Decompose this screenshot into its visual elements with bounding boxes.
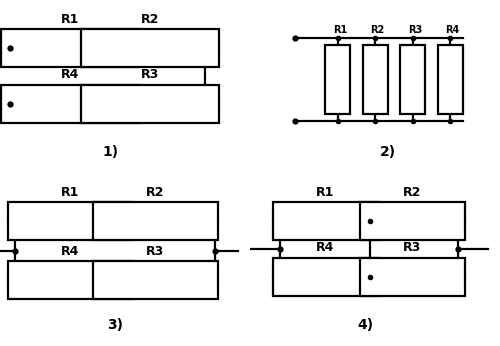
Bar	[81, 29, 219, 67]
Text: R1: R1	[333, 25, 347, 35]
Text: R3: R3	[146, 245, 164, 258]
Bar	[92, 261, 218, 299]
Text: 2): 2)	[380, 145, 396, 159]
Text: R1: R1	[316, 186, 334, 199]
Bar	[400, 45, 425, 114]
Text: R2: R2	[370, 25, 384, 35]
Text: R2: R2	[404, 186, 421, 199]
Bar	[8, 261, 132, 299]
Text: 1): 1)	[102, 145, 118, 159]
Bar	[2, 29, 139, 67]
Bar	[8, 202, 132, 240]
Bar	[81, 85, 219, 123]
Bar	[272, 202, 378, 240]
Text: 4): 4)	[357, 318, 373, 332]
Bar	[325, 45, 350, 114]
Text: R1: R1	[61, 13, 79, 26]
Bar	[2, 85, 139, 123]
Text: R3: R3	[404, 241, 421, 254]
Text: R4: R4	[61, 245, 79, 258]
Text: R3: R3	[141, 68, 159, 81]
Text: R4: R4	[316, 241, 334, 254]
Text: R4: R4	[61, 68, 79, 81]
Text: R2: R2	[146, 186, 164, 199]
Text: R2: R2	[141, 13, 159, 26]
Bar	[360, 202, 465, 240]
Bar	[92, 202, 218, 240]
Text: 3): 3)	[107, 318, 123, 332]
Text: R1: R1	[61, 186, 79, 199]
Bar	[272, 258, 378, 296]
Text: R4: R4	[446, 25, 460, 35]
Text: R3: R3	[408, 25, 422, 35]
Bar	[360, 258, 465, 296]
Bar	[438, 45, 462, 114]
Bar	[362, 45, 388, 114]
